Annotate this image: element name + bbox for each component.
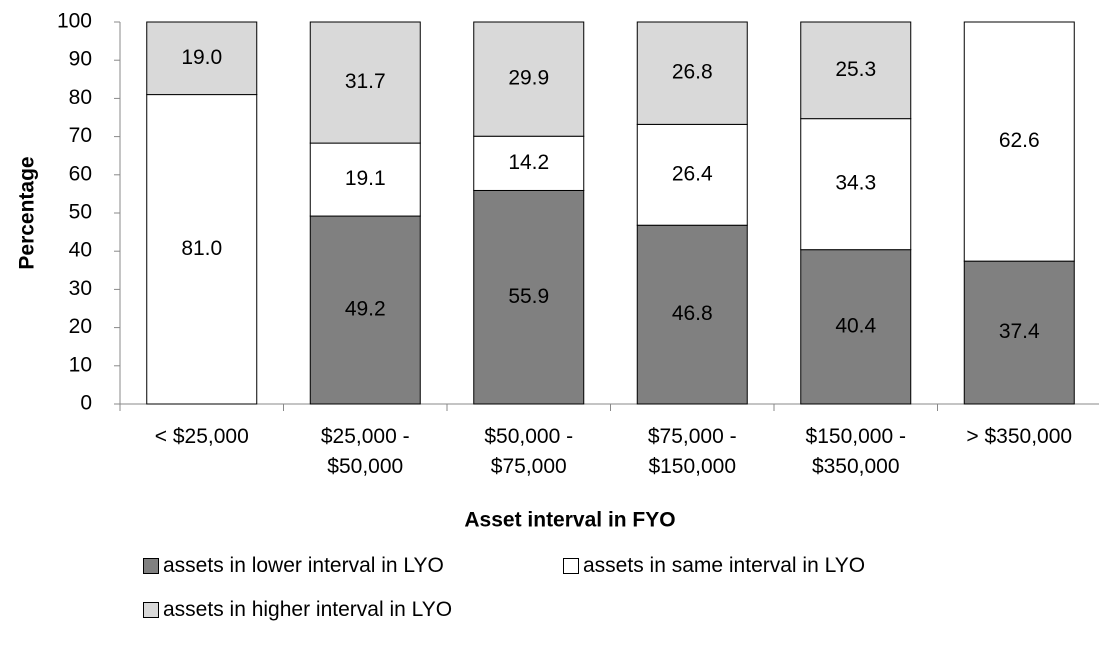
data-label: 19.1 [345, 167, 386, 190]
legend-entry: assets in lower interval in LYO [143, 554, 444, 578]
bar-segment [146, 21, 258, 96]
data-label: 40.4 [835, 314, 876, 337]
legend-entry: assets in same interval in LYO [563, 554, 865, 578]
data-label: 34.3 [835, 172, 876, 195]
x-tick-label: $50,000 - $75,000 [484, 425, 574, 478]
data-label: 55.9 [508, 285, 549, 308]
y-tick-label: 80 [69, 86, 92, 109]
bar-segment [963, 21, 1075, 262]
data-label: 19.0 [181, 46, 222, 69]
bar-segment [636, 224, 748, 405]
legend-label: assets in higher interval in LYO [163, 598, 453, 621]
data-label: 81.0 [181, 237, 222, 260]
bar-segment [473, 21, 585, 137]
data-label: 31.7 [345, 70, 386, 93]
data-label: 46.8 [672, 302, 713, 325]
bar-segment [800, 118, 912, 251]
x-tick-label: $150,000 - $350,000 [805, 425, 906, 478]
x-tick-label: $25,000 - $50,000 [320, 425, 410, 478]
data-label: 25.3 [835, 58, 876, 81]
bar-segment [636, 123, 748, 226]
y-tick-label: 0 [80, 392, 92, 415]
legend-swatch [563, 558, 579, 574]
y-tick-label: 40 [69, 239, 92, 262]
legend-entry: assets in higher interval in LYO [143, 598, 452, 622]
data-label: 29.9 [508, 67, 549, 90]
y-tick-label: 90 [69, 48, 92, 71]
bar-segment [473, 135, 585, 191]
data-label: 26.4 [672, 162, 713, 185]
legend-swatch [143, 558, 159, 574]
bar-segment [800, 21, 912, 120]
bar-segment [309, 215, 421, 405]
legend-label: assets in lower interval in LYO [163, 554, 444, 577]
bar-segment [473, 189, 585, 405]
y-tick-label: 70 [69, 124, 92, 147]
data-label: 62.6 [999, 129, 1040, 152]
bar-segment [309, 21, 421, 144]
y-axis-title: Percentage [16, 156, 39, 269]
x-tick-label: > $350,000 [966, 425, 1073, 448]
data-label: 14.2 [508, 151, 549, 174]
data-label: 26.8 [672, 61, 713, 84]
y-tick-label: 30 [69, 277, 92, 300]
y-tick-label: 50 [69, 201, 92, 224]
y-tick-label: 10 [69, 353, 92, 376]
x-tick-label: $75,000 - $150,000 [647, 425, 737, 478]
y-tick-label: 20 [69, 315, 92, 338]
y-tick-label: 60 [69, 162, 92, 185]
legend-label: assets in same interval in LYO [583, 554, 866, 577]
bar-segment [800, 249, 912, 405]
x-tick-label: < $25,000 [154, 425, 249, 448]
bar-segment [309, 142, 421, 217]
data-label: 49.2 [345, 298, 386, 321]
data-label: 37.4 [999, 320, 1040, 343]
bar-segment [636, 21, 748, 125]
legend-swatch [143, 602, 159, 618]
x-axis-title: Asset interval in FYO [464, 509, 675, 532]
y-tick-label: 100 [57, 10, 92, 33]
